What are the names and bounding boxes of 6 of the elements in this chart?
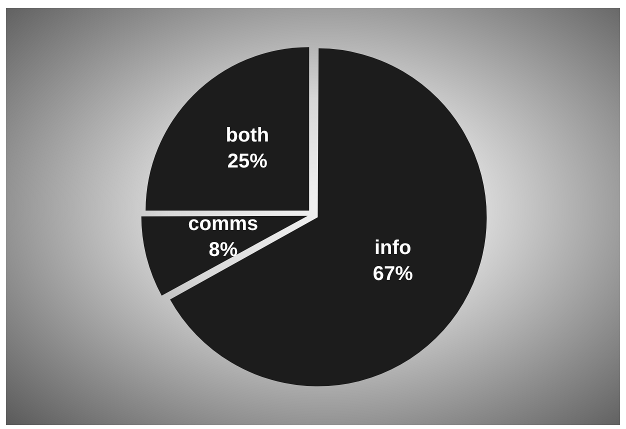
- slice-label: both: [226, 124, 270, 146]
- slice-label: info: [374, 237, 412, 260]
- data-label: 8%: [208, 239, 238, 262]
- data-label: 67%: [372, 263, 414, 286]
- slice-label: comms: [188, 213, 258, 236]
- data-label: 25%: [227, 150, 268, 172]
